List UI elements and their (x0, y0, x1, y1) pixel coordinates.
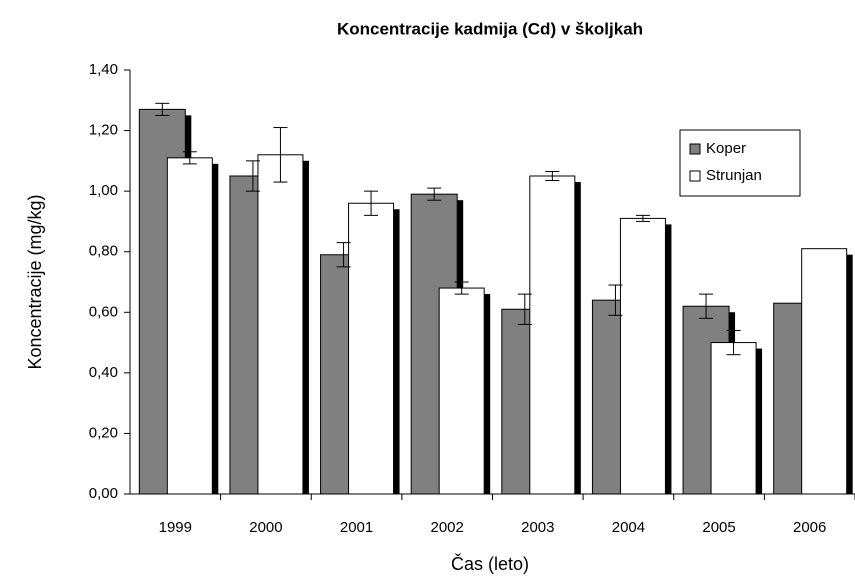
y-tick-label: 1,40 (89, 61, 118, 78)
error-bar (726, 329, 741, 356)
error-bar (699, 293, 714, 319)
x-tick-label: 2004 (612, 519, 645, 536)
bar (710, 342, 757, 495)
chart-title: Koncentracije kadmija (Cd) v školjkah (337, 19, 643, 38)
bar-shadow (574, 182, 581, 494)
x-tick-label: 2001 (340, 519, 373, 536)
bar-shadow (756, 348, 763, 494)
error-bar (454, 281, 469, 295)
error-bar (364, 190, 379, 216)
y-tick-label: 0,20 (89, 424, 118, 441)
y-tick-label: 0,60 (89, 303, 118, 320)
bar (801, 248, 848, 495)
y-tick-label: 1,20 (89, 122, 118, 139)
y-tick-label: 0,00 (89, 485, 118, 502)
y-tick-label: 1,00 (89, 182, 118, 199)
bar (257, 154, 304, 495)
bar-shadow (212, 163, 219, 495)
legend-label: Koper (706, 140, 746, 157)
error-bar (245, 160, 260, 192)
error-bar (273, 127, 288, 183)
error-bar (608, 284, 623, 316)
y-tick-label: 0,40 (89, 364, 118, 381)
bar-shadow (302, 160, 309, 495)
x-axis-title: Čas (leto) (451, 553, 529, 574)
x-tick-label: 2005 (702, 519, 735, 536)
legend-swatch (689, 143, 701, 155)
x-tick-label: 2002 (431, 519, 464, 536)
x-tick-label: 2006 (793, 519, 826, 536)
error-bar (635, 214, 650, 222)
error-bar (155, 102, 170, 116)
bar (348, 202, 395, 495)
legend-swatch (689, 170, 701, 182)
bar (438, 287, 485, 495)
x-tick-label: 2000 (249, 519, 282, 536)
bar (619, 217, 666, 495)
bar (529, 175, 576, 495)
bar-shadow (484, 294, 491, 494)
legend-box (679, 129, 801, 197)
error-bar (336, 242, 351, 268)
y-tick-label: 0,80 (89, 243, 118, 260)
error-bar (545, 170, 560, 182)
error-bar (182, 151, 197, 165)
bar (166, 157, 213, 495)
y-axis-title: Koncentracije (mg/kg) (25, 194, 45, 369)
bar-shadow (393, 209, 400, 494)
x-tick-label: 2003 (521, 519, 554, 536)
error-bar (517, 293, 532, 325)
x-tick-label: 1999 (159, 519, 192, 536)
bar-shadow (846, 254, 853, 494)
legend-label: Strunjan (706, 167, 762, 184)
error-bar (427, 187, 442, 201)
bar-shadow (665, 224, 672, 494)
